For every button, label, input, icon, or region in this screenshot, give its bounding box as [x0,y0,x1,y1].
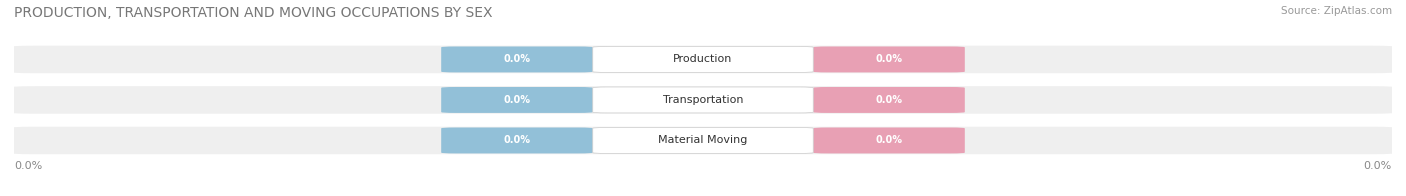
Text: Transportation: Transportation [662,95,744,105]
FancyBboxPatch shape [813,87,965,113]
Text: 0.0%: 0.0% [876,135,903,145]
FancyBboxPatch shape [593,128,813,153]
Text: Source: ZipAtlas.com: Source: ZipAtlas.com [1281,6,1392,16]
Text: 0.0%: 0.0% [503,135,530,145]
FancyBboxPatch shape [593,46,813,72]
Text: 0.0%: 0.0% [1364,161,1392,171]
FancyBboxPatch shape [7,46,1399,73]
Text: Production: Production [673,54,733,64]
FancyBboxPatch shape [813,128,965,153]
Text: 0.0%: 0.0% [14,161,42,171]
FancyBboxPatch shape [593,87,813,113]
FancyBboxPatch shape [441,46,593,72]
Text: 0.0%: 0.0% [503,95,530,105]
Text: 0.0%: 0.0% [503,54,530,64]
FancyBboxPatch shape [7,127,1399,154]
FancyBboxPatch shape [441,128,593,153]
FancyBboxPatch shape [813,46,965,72]
Text: Material Moving: Material Moving [658,135,748,145]
FancyBboxPatch shape [441,87,593,113]
Text: 0.0%: 0.0% [876,95,903,105]
FancyBboxPatch shape [7,86,1399,114]
Text: PRODUCTION, TRANSPORTATION AND MOVING OCCUPATIONS BY SEX: PRODUCTION, TRANSPORTATION AND MOVING OC… [14,6,492,20]
Text: 0.0%: 0.0% [876,54,903,64]
